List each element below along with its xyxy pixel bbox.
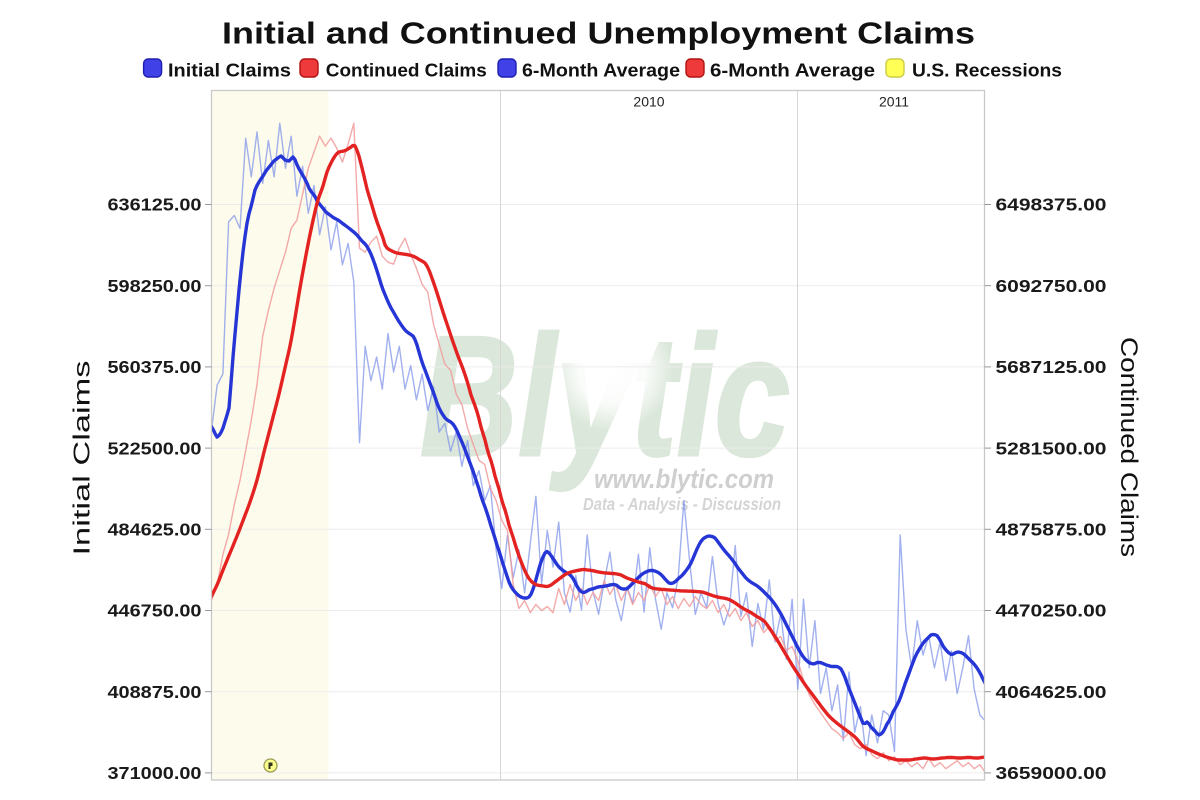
svg-text:5687125.00: 5687125.00	[996, 357, 1107, 377]
svg-text:Initial Claims: Initial Claims	[69, 361, 95, 556]
svg-text:5281500.00: 5281500.00	[996, 438, 1107, 458]
svg-text:U.S. Recessions: U.S. Recessions	[912, 61, 1062, 81]
svg-text:Initial Claims: Initial Claims	[168, 61, 291, 81]
svg-text:446750.00: 446750.00	[108, 601, 202, 621]
svg-text:484625.00: 484625.00	[108, 520, 202, 540]
svg-text:636125.00: 636125.00	[108, 195, 202, 215]
svg-text:6092750.00: 6092750.00	[996, 276, 1107, 296]
svg-text:6498375.00: 6498375.00	[996, 195, 1107, 215]
svg-text:598250.00: 598250.00	[108, 276, 202, 296]
svg-text:2011: 2011	[879, 94, 909, 110]
svg-text:6-Month Average: 6-Month Average	[522, 61, 680, 81]
svg-text:Data - Analysis - Discussion: Data - Analysis - Discussion	[583, 494, 781, 514]
svg-text:www.blytic.com: www.blytic.com	[594, 464, 774, 494]
svg-text:Continued Claims: Continued Claims	[326, 61, 487, 81]
svg-text:4875875.00: 4875875.00	[996, 520, 1107, 540]
svg-text:560375.00: 560375.00	[108, 357, 202, 377]
svg-text:6-Month Average: 6-Month Average	[710, 61, 875, 81]
svg-text:4470250.00: 4470250.00	[996, 601, 1107, 621]
svg-text:3659000.00: 3659000.00	[996, 763, 1107, 783]
svg-text:Continued Claims: Continued Claims	[1115, 337, 1142, 557]
svg-text:Initial and Continued Unemploy: Initial and Continued Unemployment Claim…	[222, 17, 975, 51]
svg-text:522500.00: 522500.00	[108, 438, 202, 458]
svg-text:371000.00: 371000.00	[108, 763, 202, 783]
svg-text:2010: 2010	[633, 94, 664, 110]
svg-text:4064625.00: 4064625.00	[996, 682, 1107, 702]
svg-text:408875.00: 408875.00	[108, 682, 202, 702]
